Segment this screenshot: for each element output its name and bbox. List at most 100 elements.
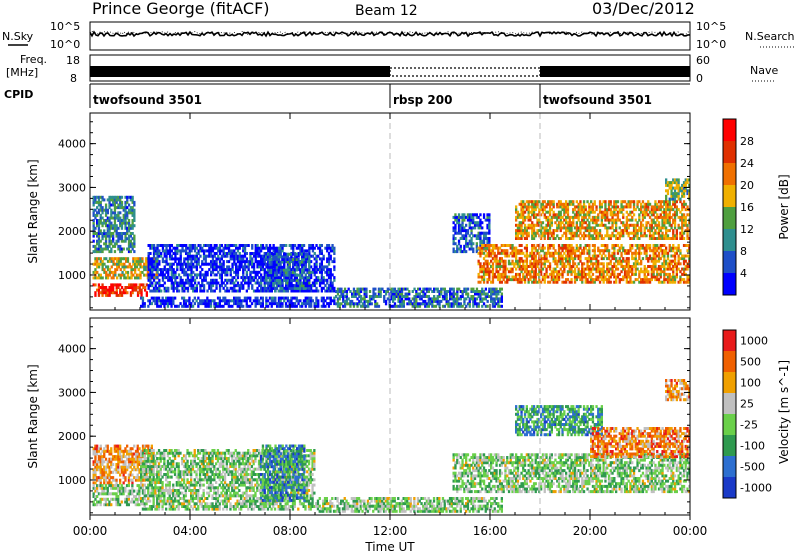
data-cell xyxy=(292,258,295,261)
data-cell xyxy=(261,268,265,272)
data-cell xyxy=(582,237,586,240)
data-cell xyxy=(397,290,400,293)
data-cell xyxy=(129,244,132,248)
data-cell xyxy=(616,200,620,204)
data-cell xyxy=(595,208,598,212)
data-cell xyxy=(268,286,272,290)
data-cell xyxy=(509,246,512,250)
data-cell xyxy=(497,246,500,250)
data-cell xyxy=(329,296,332,300)
data-cell xyxy=(425,287,429,291)
data-cell xyxy=(238,302,241,306)
data-cell xyxy=(106,216,109,220)
data-cell xyxy=(270,258,273,261)
data-cell xyxy=(522,208,525,212)
data-cell xyxy=(99,262,102,266)
data-cell xyxy=(97,265,101,269)
data-cell xyxy=(488,295,491,298)
data-cell xyxy=(625,202,628,206)
data-cell xyxy=(119,288,122,292)
data-cell xyxy=(376,304,379,308)
data-cell xyxy=(557,221,561,225)
data-cell xyxy=(590,200,593,204)
data-cell xyxy=(565,226,568,230)
data-cell xyxy=(197,273,200,277)
data-cell xyxy=(143,268,146,272)
data-cell xyxy=(265,276,268,280)
data-cell xyxy=(588,229,591,233)
data-cell xyxy=(656,254,659,258)
data-cell xyxy=(270,281,273,285)
data-cell xyxy=(648,278,652,282)
data-cell xyxy=(145,293,148,297)
data-cell xyxy=(534,272,537,276)
data-cell xyxy=(315,262,318,266)
data-cell xyxy=(675,262,678,266)
data-cell xyxy=(456,295,459,298)
data-cell xyxy=(106,208,109,212)
data-cell xyxy=(441,297,445,301)
data-cell xyxy=(97,293,101,297)
data-cell xyxy=(552,200,555,204)
data-cell xyxy=(643,278,646,282)
data-cell xyxy=(108,288,111,292)
data-cell xyxy=(593,210,596,214)
data-cell xyxy=(675,265,678,268)
data-cell xyxy=(538,262,541,266)
data-cell xyxy=(193,289,197,293)
data-cell xyxy=(390,304,393,308)
data-cell xyxy=(552,231,555,235)
data-cell xyxy=(272,284,275,288)
data-cell xyxy=(627,272,630,276)
data-cell xyxy=(181,249,184,253)
data-cell xyxy=(176,249,179,253)
data-cell xyxy=(547,234,550,238)
data-cell xyxy=(284,271,288,275)
data-cell xyxy=(275,255,279,259)
data-cell xyxy=(192,278,195,282)
data-cell xyxy=(595,257,598,261)
data-cell xyxy=(134,276,137,280)
data-cell xyxy=(475,250,478,254)
data-cell xyxy=(218,304,221,308)
data-cell xyxy=(240,304,243,308)
data-cell xyxy=(106,288,109,292)
data-cell xyxy=(586,265,589,268)
data-cell xyxy=(486,254,489,258)
data-cell xyxy=(308,249,311,253)
data-cell xyxy=(233,276,236,280)
data-cell xyxy=(477,234,480,238)
data-cell xyxy=(270,273,273,277)
data-cell xyxy=(615,205,618,209)
data-cell xyxy=(584,244,587,247)
data-cell xyxy=(126,237,129,241)
data-cell xyxy=(377,292,381,296)
data-cell xyxy=(666,262,670,266)
data-cell xyxy=(572,221,575,225)
data-cell xyxy=(582,208,586,212)
data-cell xyxy=(236,281,240,285)
data-cell xyxy=(654,251,657,255)
data-cell xyxy=(645,221,648,225)
data-cell xyxy=(292,249,295,253)
data-cell xyxy=(286,262,290,266)
data-cell xyxy=(188,281,191,285)
data-cell xyxy=(452,302,455,306)
data-cell xyxy=(144,259,148,263)
data-cell xyxy=(324,270,327,274)
data-cell xyxy=(600,254,603,258)
data-cell xyxy=(557,213,561,217)
data-cell xyxy=(611,231,614,235)
data-cell xyxy=(566,262,570,266)
data-cell xyxy=(94,291,97,295)
data-cell xyxy=(631,223,634,227)
data-cell xyxy=(648,234,652,238)
data-cell xyxy=(94,216,97,220)
data-cell xyxy=(459,290,462,293)
data-cell xyxy=(536,244,539,247)
data-cell xyxy=(588,205,591,209)
data-cell xyxy=(101,206,104,210)
data-cell xyxy=(632,251,636,255)
data-cell xyxy=(661,262,664,266)
data-cell xyxy=(513,246,516,250)
